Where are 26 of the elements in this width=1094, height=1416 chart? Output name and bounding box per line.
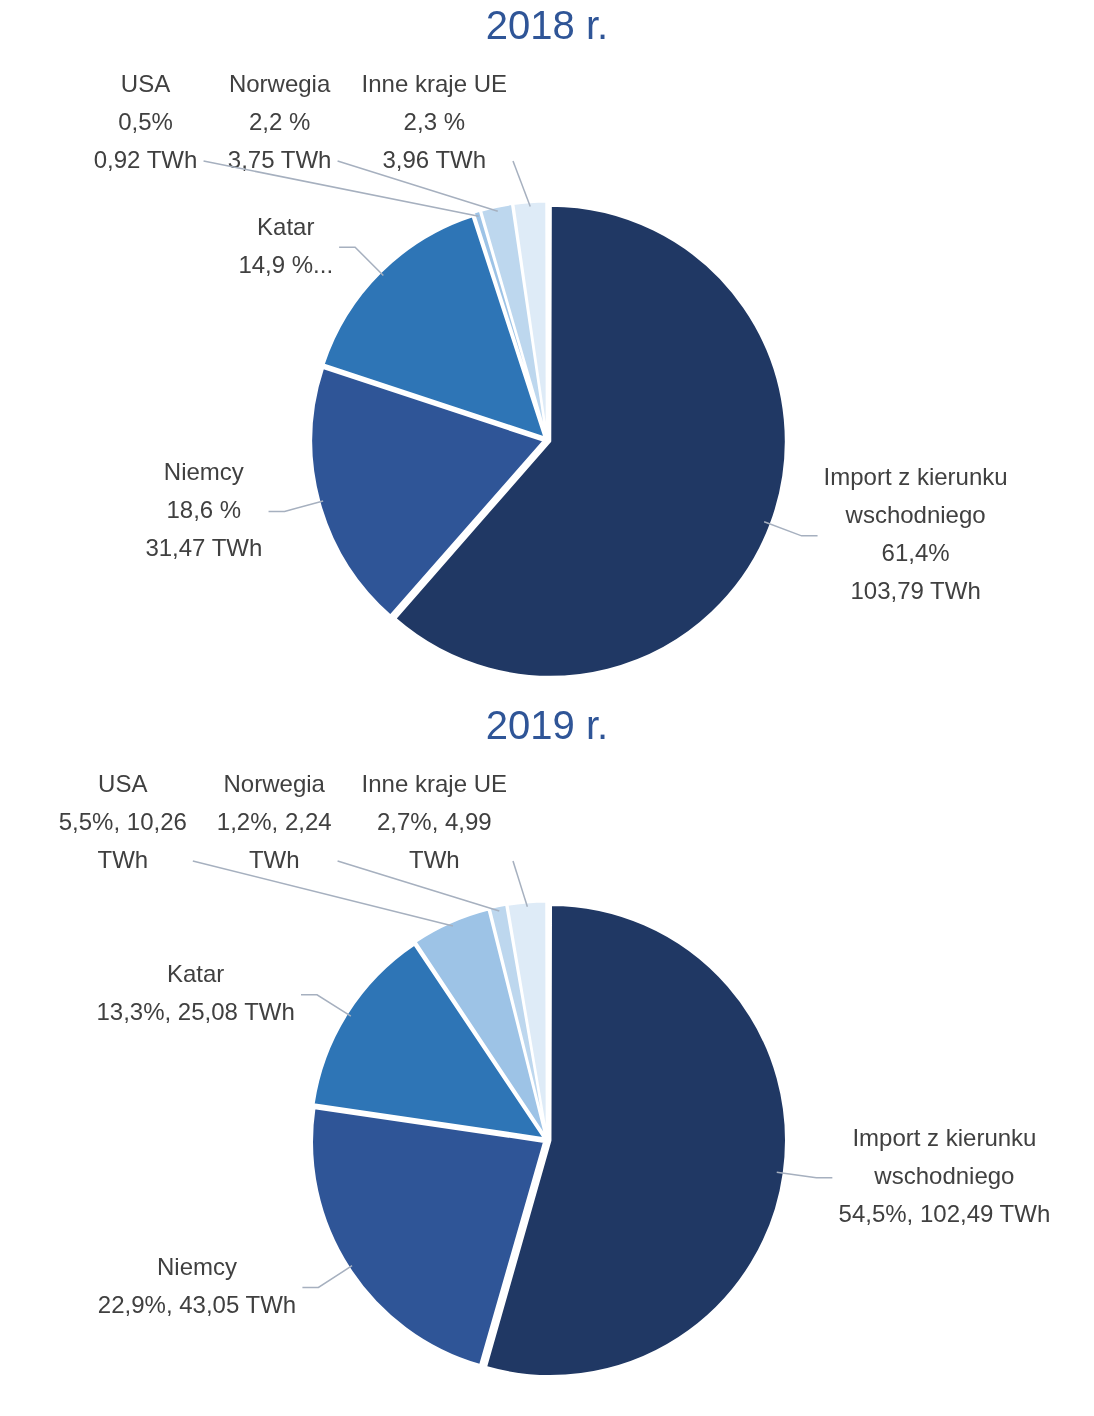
slice-label: Import z kierunku wschodniego — [852, 1124, 1037, 1190]
data-label: 61,4% 103,79 TWh — [850, 539, 981, 605]
slice-label: Niemcy — [163, 458, 244, 486]
data-label: 14,9 %... — [238, 250, 334, 278]
slice-label: Katar — [257, 212, 315, 240]
slice-label: Katar — [166, 960, 225, 988]
slice-label: Import z kierunku wschodniego — [823, 463, 1008, 529]
chart-title: 2019 r. — [484, 702, 610, 749]
chart-title: 2018 r. — [484, 2, 610, 49]
slice-label: USA — [120, 69, 171, 97]
data-label: 54,5%, 102,49 TWh — [838, 1200, 1051, 1228]
data-label: 2,7%, 4,99 TWh — [376, 807, 492, 873]
slice-label: Inne kraje UE — [361, 69, 507, 97]
data-label: 13,3%, 25,08 TWh — [96, 998, 295, 1026]
slice-label: Norwegia — [228, 69, 331, 97]
slice-label: Inne kraje UE — [361, 769, 507, 797]
data-label: 5,5%, 10,26 TWh — [58, 807, 187, 873]
data-label: 22,9%, 43,05 TWh — [97, 1291, 297, 1319]
slice-label: Norwegia — [223, 769, 326, 797]
data-label: 18,6 % 31,47 TWh — [145, 496, 263, 562]
slice-label: Niemcy — [157, 1253, 238, 1281]
data-label: 2,2 % 3,75 TWh — [227, 107, 332, 173]
slice-label: USA — [98, 769, 148, 797]
data-label: 2,3 % 3,96 TWh — [382, 107, 487, 173]
data-label: 1,2%, 2,24 TWh — [216, 807, 332, 873]
data-label: 0,5% 0,92 TWh — [93, 107, 198, 173]
